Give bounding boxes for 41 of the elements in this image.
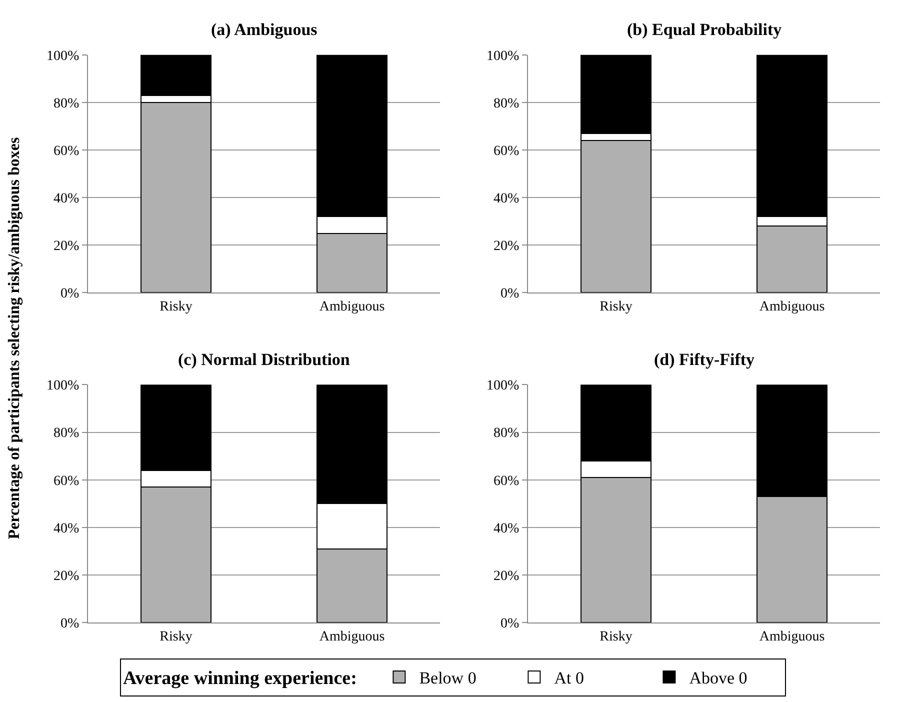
y-tick-label: 20% <box>54 568 80 584</box>
y-tick-label: 60% <box>54 144 80 159</box>
legend-label: Above 0 <box>689 668 748 688</box>
y-tick-label: 100% <box>46 378 80 394</box>
y-tick-label: 20% <box>54 239 80 254</box>
y-tick-label: 60% <box>494 474 520 489</box>
legend-label: Below 0 <box>419 668 476 688</box>
y-tick-label: 100% <box>486 378 520 394</box>
y-tick-label: 0% <box>60 616 80 632</box>
y-tick-label: 40% <box>54 521 80 536</box>
x-tick-label: Risky <box>160 300 192 315</box>
x-tick-label: Risky <box>600 300 632 315</box>
y-tick-label: 100% <box>46 48 80 64</box>
y-tick-label: 80% <box>494 96 520 112</box>
y-tick-label: 60% <box>494 144 520 159</box>
y-tick-label: 0% <box>500 616 520 632</box>
x-tick-label: Risky <box>600 629 632 644</box>
x-tick-label: Ambiguous <box>759 629 825 644</box>
y-tick-label: 0% <box>60 286 80 302</box>
x-tick-label: Ambiguous <box>319 300 385 315</box>
y-tick-label: 20% <box>494 568 520 584</box>
y-axis-title: Percentage of participants selecting risky/ambiguous boxes <box>6 137 23 540</box>
y-tick-label: 20% <box>494 239 520 254</box>
chart-title: (a) Ambiguous <box>211 20 318 39</box>
y-tick-label: 40% <box>54 192 80 207</box>
y-tick-label: 60% <box>54 474 80 489</box>
y-tick-label: 40% <box>494 521 520 536</box>
y-tick-label: 80% <box>54 96 80 112</box>
y-tick-label: 80% <box>54 426 80 442</box>
y-tick-label: 100% <box>486 48 520 64</box>
chart-title: (d) Fifty-Fifty <box>654 350 756 369</box>
legend-label: At 0 <box>554 668 584 688</box>
chart-title: (c) Normal Distribution <box>178 350 350 369</box>
y-tick-label: 80% <box>494 426 520 442</box>
chart-title: (b) Equal Probability <box>627 20 782 39</box>
x-tick-label: Ambiguous <box>759 300 825 315</box>
x-tick-label: Risky <box>160 629 192 644</box>
x-tick-label: Ambiguous <box>319 629 385 644</box>
y-tick-label: 0% <box>500 286 520 302</box>
legend-title: Average winning experience: <box>123 668 357 690</box>
y-tick-label: 40% <box>494 192 520 207</box>
